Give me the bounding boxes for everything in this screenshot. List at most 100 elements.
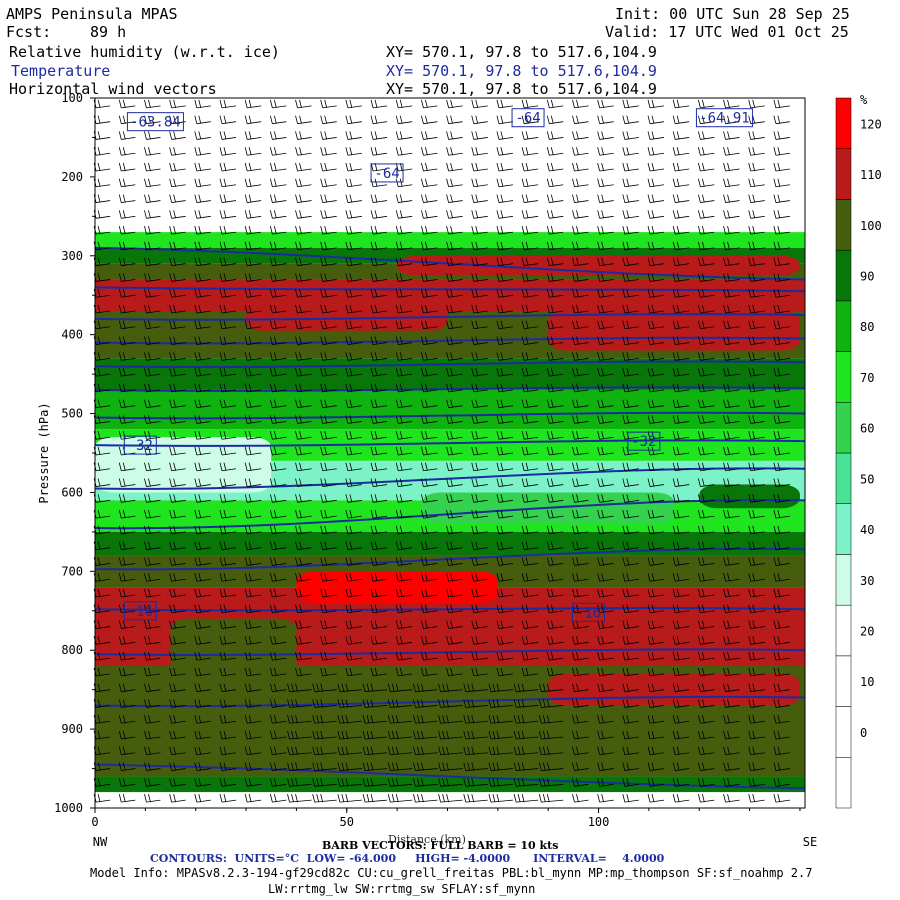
wind-barb bbox=[194, 667, 211, 677]
wind-barb bbox=[345, 368, 362, 377]
wind-barb bbox=[521, 399, 539, 409]
wind-barb bbox=[748, 257, 765, 267]
wind-barb bbox=[622, 462, 639, 472]
contour-label: -64.91 bbox=[699, 111, 750, 127]
wind-barb bbox=[622, 320, 639, 330]
wind-barb bbox=[496, 604, 513, 614]
wind-barb bbox=[647, 699, 665, 708]
wind-barb bbox=[194, 699, 211, 708]
wind-barb bbox=[194, 115, 211, 125]
wind-barb bbox=[169, 620, 186, 629]
wind-barb bbox=[521, 99, 539, 109]
wind-barb bbox=[219, 446, 237, 456]
wind-barb bbox=[471, 636, 488, 645]
wind-barb bbox=[169, 573, 186, 582]
wind-barb bbox=[421, 131, 438, 140]
wind-barb bbox=[395, 352, 413, 361]
wind-barb bbox=[773, 352, 790, 361]
wind-barb bbox=[345, 431, 362, 440]
wind-barb bbox=[672, 115, 690, 125]
wind-barb bbox=[546, 557, 564, 566]
wind-barb bbox=[337, 683, 362, 693]
wind-barb bbox=[647, 178, 665, 188]
wind-barb bbox=[446, 399, 463, 409]
wind-barb bbox=[773, 131, 790, 140]
contour-label-box bbox=[571, 602, 605, 622]
colorbar-tick-label: 10 bbox=[860, 675, 874, 689]
wind-barb bbox=[471, 273, 488, 282]
wind-barb bbox=[471, 147, 488, 156]
wind-barb bbox=[345, 147, 362, 156]
wind-barb bbox=[362, 762, 388, 771]
wind-barb bbox=[471, 383, 488, 393]
wind-barb bbox=[697, 494, 715, 503]
wind-barb bbox=[118, 273, 136, 282]
wind-barb bbox=[471, 368, 488, 377]
wind-barb bbox=[320, 99, 337, 109]
field-wind-xy: XY= 570.1, 97.8 to 517.6,104.9 bbox=[386, 80, 657, 98]
wind-barb bbox=[295, 257, 312, 267]
wind-barb bbox=[496, 257, 513, 267]
wind-barb bbox=[672, 162, 690, 172]
wind-barb bbox=[295, 431, 312, 440]
wind-barb bbox=[471, 525, 488, 535]
wind-barb bbox=[748, 588, 765, 598]
wind-barb bbox=[723, 699, 740, 708]
wind-barb bbox=[672, 99, 690, 109]
wind-barb bbox=[748, 320, 765, 330]
wind-barb bbox=[697, 667, 715, 677]
wind-barb bbox=[672, 573, 690, 582]
wind-barb bbox=[572, 131, 589, 140]
wind-barb bbox=[538, 794, 564, 803]
wind-barb bbox=[194, 604, 211, 614]
wind-barb bbox=[337, 699, 362, 708]
wind-barb bbox=[320, 194, 337, 203]
wind-barb bbox=[295, 289, 312, 298]
wind-barb bbox=[370, 510, 388, 519]
contour-label: -32 bbox=[128, 438, 153, 454]
wind-barb bbox=[471, 99, 488, 109]
wind-barb bbox=[672, 588, 690, 598]
wind-barb bbox=[370, 226, 388, 235]
wind-barb bbox=[773, 383, 790, 393]
wind-barb bbox=[521, 557, 539, 566]
colorbar-tick-label: 120 bbox=[860, 117, 882, 131]
colorbar-tick-label: 50 bbox=[860, 472, 874, 486]
wind-barb bbox=[521, 131, 539, 140]
wind-barb bbox=[295, 541, 312, 551]
wind-barb bbox=[169, 304, 186, 314]
wind-barb bbox=[118, 241, 136, 251]
wind-barb bbox=[169, 510, 186, 519]
wind-barb bbox=[546, 289, 564, 298]
colorbar-cell bbox=[835, 452, 852, 504]
wind-barb bbox=[118, 147, 136, 156]
wind-barb bbox=[496, 667, 513, 677]
wind-barb bbox=[219, 336, 237, 345]
wind-barb bbox=[395, 304, 413, 314]
wind-barb bbox=[320, 352, 337, 361]
wind-barb bbox=[421, 636, 438, 645]
wind-barb bbox=[312, 683, 337, 693]
wind-barb bbox=[370, 273, 388, 282]
wind-barb bbox=[421, 588, 438, 598]
wind-barb bbox=[421, 557, 438, 566]
wind-barb bbox=[748, 241, 765, 251]
contour-label: -64 bbox=[515, 111, 540, 127]
wind-barb bbox=[287, 762, 312, 771]
wind-barb bbox=[597, 762, 614, 771]
wind-barb bbox=[387, 746, 413, 756]
wind-barb bbox=[421, 383, 438, 393]
wind-barb bbox=[488, 730, 513, 740]
wind-barb bbox=[538, 683, 564, 693]
wind-barb bbox=[697, 178, 715, 188]
wind-barb bbox=[320, 415, 337, 424]
wind-barb bbox=[395, 99, 413, 109]
wind-barb bbox=[144, 794, 161, 803]
wind-barb bbox=[471, 115, 488, 125]
wind-barb bbox=[194, 762, 211, 771]
wind-barb bbox=[572, 273, 589, 282]
wind-barb bbox=[169, 730, 186, 740]
wind-barb bbox=[748, 715, 765, 724]
wind-barb bbox=[320, 573, 337, 582]
wind-barb bbox=[295, 131, 312, 140]
